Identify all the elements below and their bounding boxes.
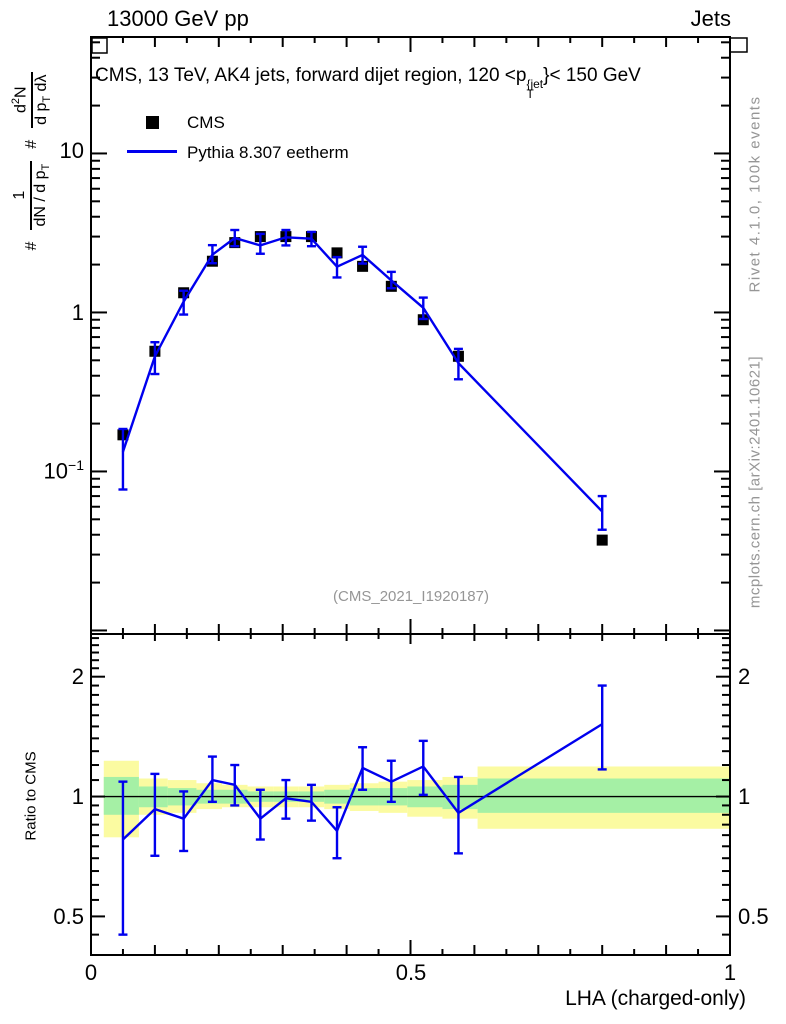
hash-symbol: #: [23, 139, 40, 149]
legend-cms-label: CMS: [187, 113, 225, 132]
frac1-den-text: dN / d p: [31, 170, 49, 227]
frac1-numerator: 1: [11, 190, 29, 200]
mcplots-arxiv-note: mcplots.cern.ch [arXiv:2401.10621]: [746, 355, 764, 609]
ytick-0p1: 10−1: [44, 458, 84, 482]
ratio-ytick-0p5-left: 0.5: [53, 904, 84, 929]
legend-cms-marker: [146, 116, 159, 129]
mcplots-note-box: mcplots.cern.ch [arXiv:2401.10621]: [740, 333, 770, 631]
ratio-ytick-2-left: 2: [71, 664, 84, 689]
ytick-0p1-base: 10: [43, 458, 69, 484]
frac2-num-N: N: [12, 86, 30, 98]
cms-data-points: [117, 231, 608, 546]
ratio-axis-title-box: Ratio to CMS: [18, 725, 44, 867]
plot-title-sup: {jet: [526, 77, 544, 91]
pythia-line-series: [118, 228, 607, 531]
frac2-den-lambda: dλ: [32, 74, 50, 96]
xtick-1: 1: [723, 960, 737, 985]
plot-title: CMS, 13 TeV, AK4 jets, forward dijet reg…: [95, 65, 641, 101]
ratio-ytick-0p5-right: 0.5: [738, 904, 769, 929]
ratio-axis-title: Ratio to CMS: [22, 751, 40, 841]
x-axis-title: LHA (charged-only): [565, 987, 746, 1010]
plot-title-post: }< 150 GeV: [543, 65, 641, 86]
frac1-den-sub: T: [39, 163, 52, 171]
analysis-group-label: Jets: [690, 6, 731, 31]
plot-title-sub: T: [526, 87, 534, 101]
rivet-note-box: Rivet 4.1.0, 100k events: [740, 37, 770, 350]
corner-notch-left: [91, 37, 108, 54]
frac1-denominator: dN / d pT: [29, 160, 53, 230]
ratio-mc-series: [118, 684, 607, 936]
frac2-numerator: d2N: [10, 83, 31, 116]
y-axis-title: # 1 dN / d pT # d2N d pT dλ: [1, 36, 63, 286]
rivet-version-note: Rivet 4.1.0, 100k events: [746, 95, 764, 292]
xtick-0: 0: [84, 960, 98, 985]
y-axis-frac-1: 1 dN / d pT: [11, 160, 53, 230]
xtick-0p5: 0.5: [395, 960, 427, 985]
frac2-den-sub: T: [41, 95, 54, 103]
frac2-num-d: d: [12, 104, 30, 114]
ratio-ytick-2-right: 2: [738, 664, 751, 689]
frac2-denominator: d pT dλ: [30, 71, 54, 128]
plot-title-pre: CMS, 13 TeV, AK4 jets, forward dijet reg…: [95, 65, 527, 86]
plot-title-supsub: {jet T: [526, 77, 544, 101]
ytick-1: 1: [71, 300, 84, 325]
axis-ticks: [90, 38, 731, 954]
beam-energy-label: 13000 GeV pp: [107, 6, 249, 31]
y-axis-frac-2: d2N d pT dλ: [10, 71, 54, 128]
ratio-ytick-1-left: 1: [71, 784, 84, 809]
ratio-panel-frame: [90, 633, 731, 956]
frac2-num-exp: 2: [10, 97, 23, 105]
hash-symbol: #: [23, 241, 40, 251]
legend-mc-label: Pythia 8.307 eetherm: [187, 143, 349, 162]
frac2-den-text: d p: [32, 102, 50, 125]
ytick-0p1-exp: −1: [68, 457, 84, 473]
legend-mc-line: [127, 150, 177, 153]
analysis-id-watermark: (CMS_2021_I1920187): [333, 588, 489, 605]
ratio-ytick-1-right: 1: [738, 784, 751, 809]
ytick-10: 10: [59, 138, 84, 163]
